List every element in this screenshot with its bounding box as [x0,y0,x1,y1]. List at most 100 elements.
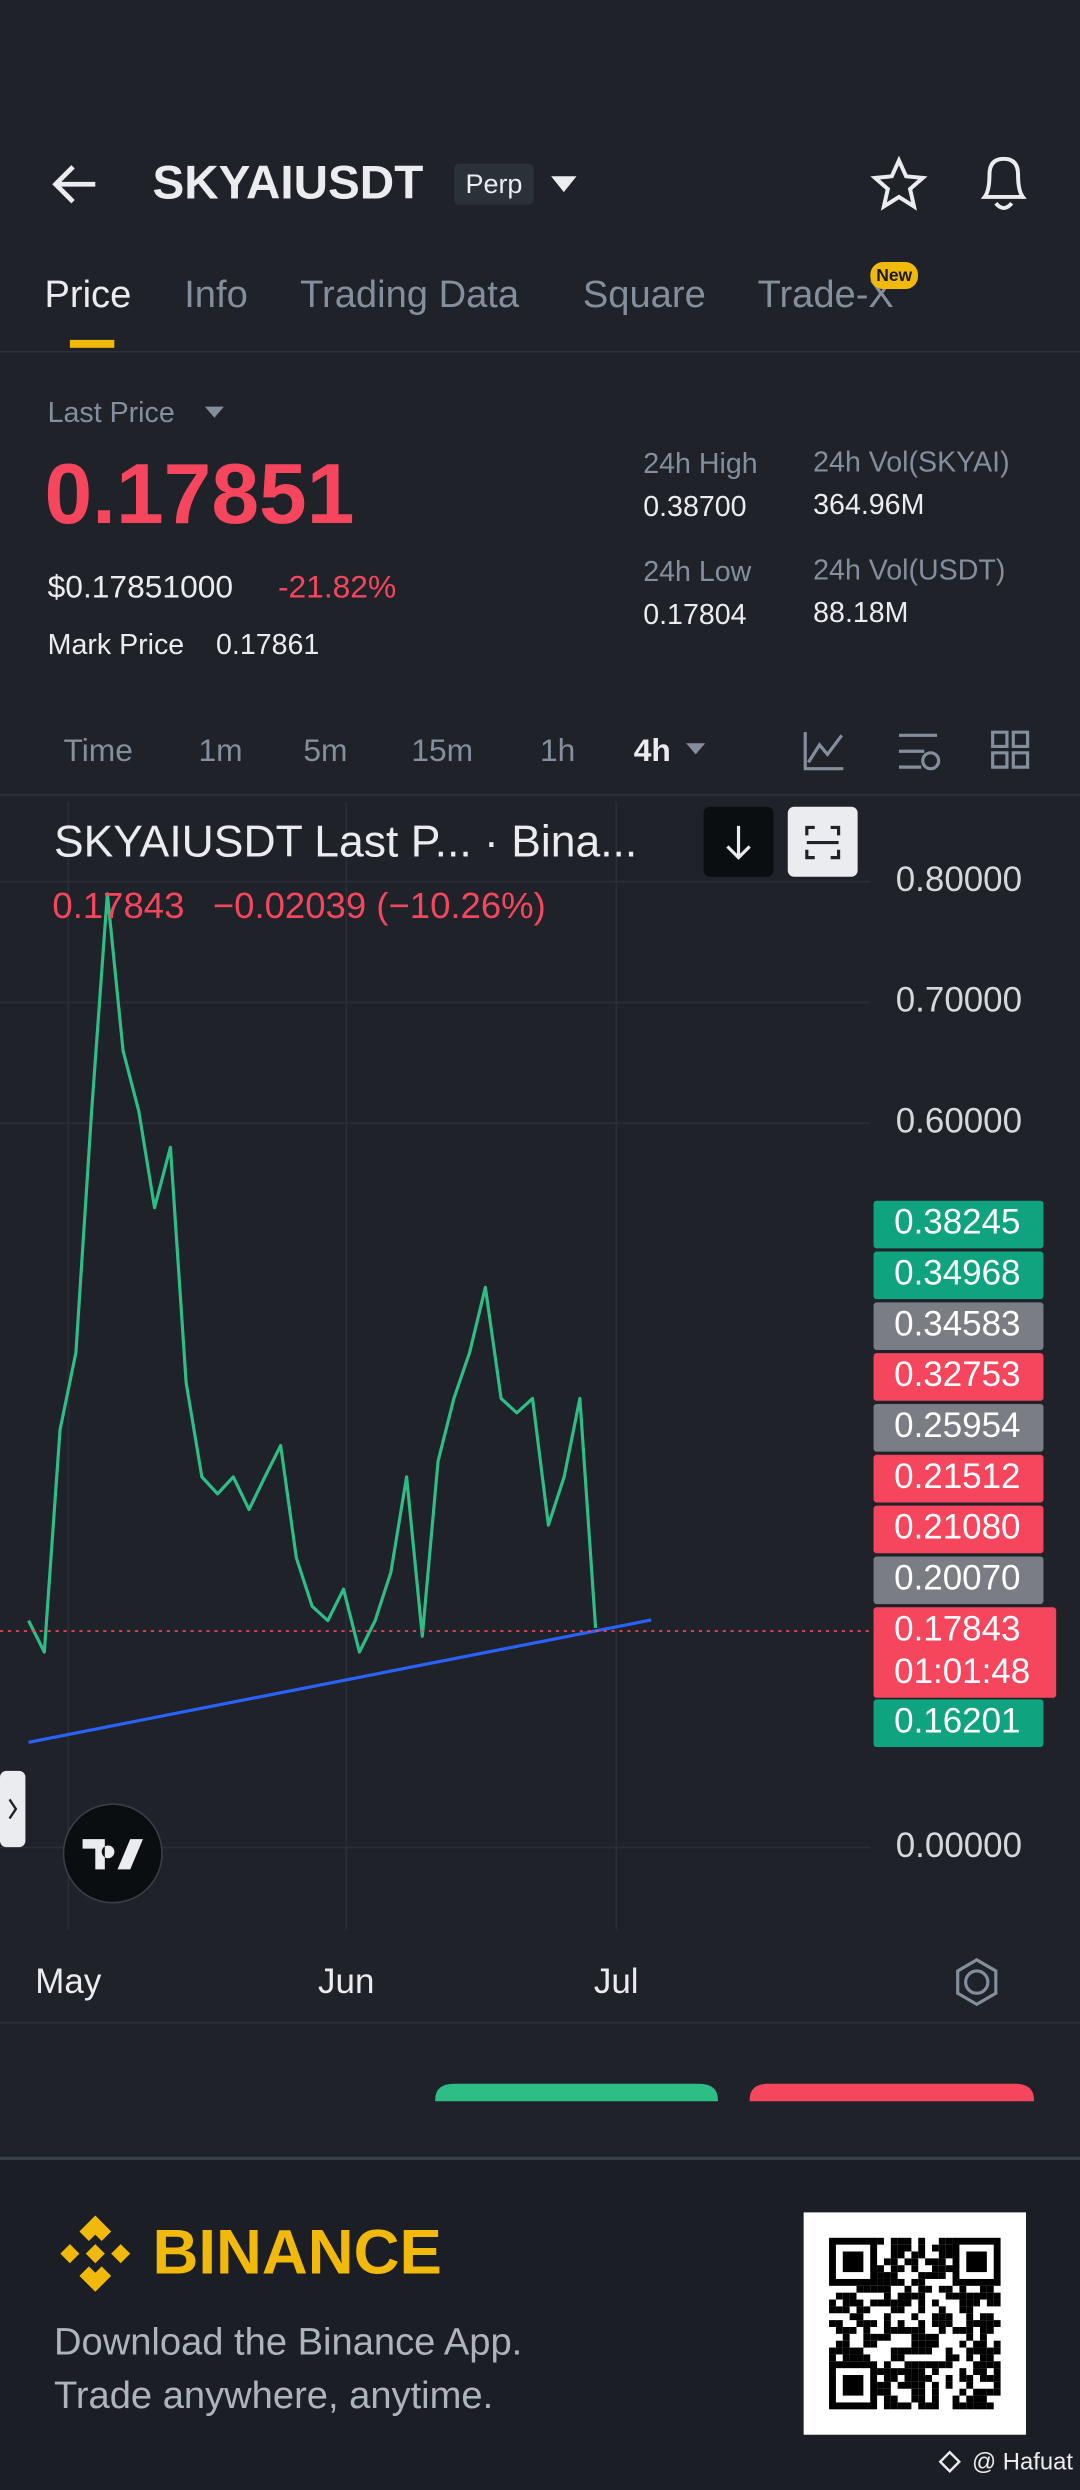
qr-cell [883,2320,891,2327]
qr-cell [842,2333,850,2341]
favorite-button[interactable] [870,155,928,211]
qr-cell [911,2381,919,2389]
legend-change: −0.02039 (−10.26%) [213,885,546,926]
qr-cell [945,2361,953,2369]
qr-cell [904,2326,912,2334]
qr-cell [918,2361,926,2369]
qr-cell [918,2395,926,2403]
interval[interactable]: 5m [303,732,347,768]
symbol-dropdown[interactable] [551,176,577,193]
qr-cell [883,2402,891,2410]
qr-cell [849,2299,857,2307]
qr-cell [925,2340,932,2348]
qr-cell [904,2347,912,2355]
qr-cell [980,2313,987,2321]
alert-button[interactable] [980,156,1027,211]
qr-cell [918,2326,926,2334]
qr-cell [842,2354,850,2362]
qr-cell [986,2320,994,2327]
qr-cell [897,2402,905,2410]
tab[interactable]: Trade-X [758,274,894,316]
qr-cell [911,2340,919,2348]
qr-cell [925,2272,932,2279]
y-tick-label: 0.70000 [896,981,1022,1020]
qr-cell [918,2299,926,2307]
qr-cell [945,2251,953,2259]
back-button[interactable] [52,165,96,204]
sell-button[interactable] [749,2083,1034,2102]
side-handle[interactable] [0,1770,26,1848]
qr-cell [877,2265,884,2273]
buy-button[interactable] [435,2083,718,2102]
interval[interactable]: 1m [199,732,243,768]
qr-cell [842,2306,850,2314]
qr-cell [883,2395,891,2403]
tab[interactable]: Price [44,274,131,316]
qr-cell [993,2347,1001,2355]
qr-cell [897,2354,905,2362]
qr-cell [829,2320,836,2327]
x-label: Jun [318,1962,374,2001]
qr-cell [925,2285,932,2293]
interval[interactable]: 15m [411,732,473,768]
qr-cell [931,2368,939,2376]
tab[interactable]: Info [184,274,248,316]
qr-cell [890,2299,898,2307]
qr-cell [986,2285,994,2293]
tab[interactable]: Square [583,274,706,316]
qr-cell [959,2368,967,2376]
qr-cell [931,2299,939,2307]
stat-value: 88.18M [813,597,908,629]
indicator-button[interactable] [803,732,844,771]
qr-cell [986,2299,994,2307]
qr-cell [897,2326,905,2334]
qr-cell [842,2347,850,2355]
qr-cell [966,2333,974,2341]
qr-cell [959,2375,967,2382]
qr-cell [918,2388,926,2396]
qr-cell [911,2313,919,2321]
qr-cell [959,2292,967,2300]
chart-settings[interactable] [964,1969,990,1995]
qr-cell [877,2368,884,2376]
qr-cell [856,2354,864,2362]
qr-cell [980,2285,987,2293]
qr-cell [925,2347,932,2355]
qr-cell [986,2354,994,2362]
qr-cell [931,2272,939,2279]
stat-value: 0.17804 [643,599,746,631]
price-tag-label: 0.38245 [894,1203,1020,1242]
interval[interactable]: 1h [540,732,575,768]
qr-cell [863,2320,871,2327]
layout-button[interactable] [991,730,1030,769]
brand: BINANCE [152,2217,441,2288]
tab[interactable]: Trading Data [300,274,520,316]
qr-cell [993,2340,1001,2348]
qr-cell [883,2326,891,2334]
qr-cell [890,2368,898,2376]
qr-cell [835,2347,843,2355]
qr-cell [863,2326,871,2334]
stat-value: 364.96M [813,489,924,521]
qr-cell [918,2333,926,2341]
qr-cell [863,2285,871,2293]
qr-cell [945,2292,953,2300]
qr-cell [890,2237,898,2245]
qr-cell [973,2299,981,2307]
qr-cell [931,2388,939,2396]
qr-cell [993,2388,1001,2396]
qr-cell [897,2381,905,2389]
price-tag [873,1302,1044,1350]
qr-cell [883,2272,891,2279]
qr-cell [945,2347,953,2355]
qr-cell [973,2361,981,2369]
qr-cell [938,2326,946,2334]
interval[interactable]: Time [64,732,133,768]
qr-cell [877,2388,884,2396]
last-price-label[interactable]: Last Price [48,397,175,429]
price-tag [873,1200,1044,1249]
interval[interactable]: 4h [634,732,671,768]
qr-cell [911,2375,919,2382]
qr-cell [945,2375,953,2382]
settings-button[interactable] [898,733,938,769]
